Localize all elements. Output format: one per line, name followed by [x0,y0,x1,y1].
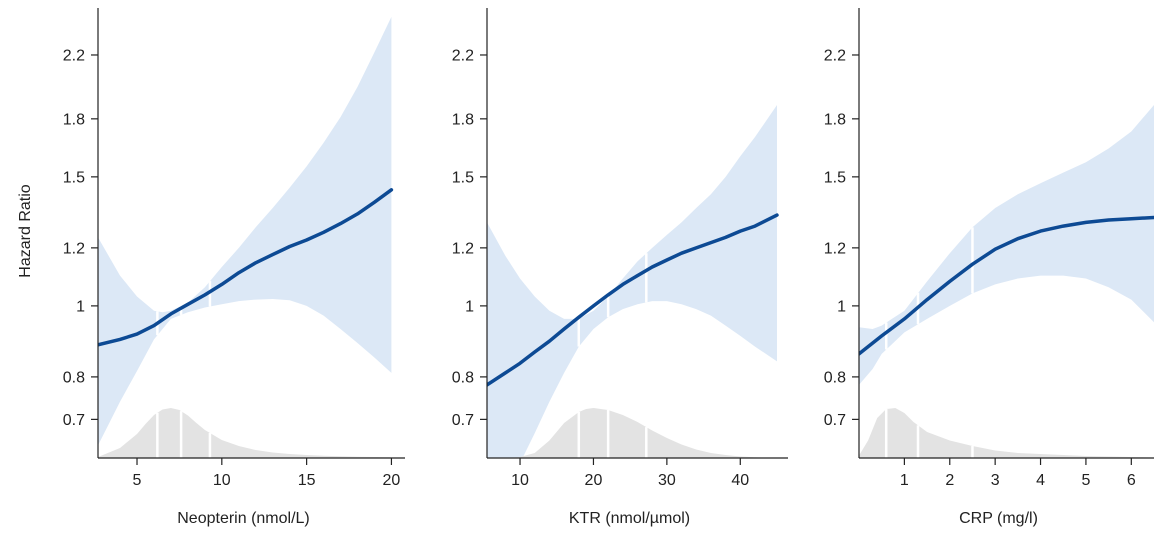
x-axis-title: Neopterin (nmol/L) [177,510,310,527]
x-tick-label: 10 [213,472,231,489]
x-tick-label: 20 [585,472,603,489]
y-tick-label: 1 [465,298,474,315]
y-tick-label: 2.2 [824,47,846,64]
panel-ktr: 0.7 0.8 1 1.2 1.5 1.8 2.2 10 20 30 40 KTR (nmol/µmo… [452,8,788,527]
y-tick-label: 1.5 [824,169,846,186]
y-tick-label: 0.7 [63,412,85,429]
hazard-ratio-curve [487,213,779,387]
x-tick-label: 30 [658,472,676,489]
x-tick-label: 5 [133,472,142,489]
x-tick-label: 3 [991,472,1000,489]
x-tick-label: 20 [383,472,401,489]
x-tick-label: 10 [511,472,529,489]
y-tick-label: 0.7 [824,412,846,429]
x-axis-title: KTR (nmol/µmol) [569,510,690,527]
hazard-ratio-curve [98,188,394,347]
confidence-band [487,105,777,458]
y-tick-label: 1.2 [452,240,474,257]
x-axis-title: CRP (mg/l) [959,510,1038,527]
panel-neopterin: 0.7 0.8 1 1.2 1.5 1.8 2.2 5 10 15 20 Neopterin (nmo… [63,8,405,527]
y-tick-label: 1.8 [63,111,85,128]
x-tick-label: 1 [900,472,909,489]
y-tick-label: 1.5 [452,169,474,186]
confidence-band [98,16,392,446]
y-tick-label: 2.2 [452,47,474,64]
y-tick-label: 1 [837,298,846,315]
density-area [98,408,392,458]
x-tick-label: 15 [298,472,316,489]
y-tick-label: 1.5 [63,169,85,186]
x-tick-label: 5 [1081,472,1090,489]
y-tick-label: 1.8 [824,111,846,128]
plot-area [98,16,394,458]
y-tick-label: 1 [76,298,85,315]
density-area [859,408,1154,458]
y-tick-label: 1.8 [452,111,474,128]
x-tick-label: 40 [731,472,749,489]
y-tick-label: 0.7 [452,412,474,429]
panel-crp: 0.7 0.8 1 1.2 1.5 1.8 2.2 1 2 3 4 5 6 CRP (mg/l) [824,8,1154,527]
plot-area [859,105,1154,458]
plot-area [487,105,779,458]
y-tick-label: 1.2 [824,240,846,257]
density-area [487,408,777,458]
x-tick-label: 2 [945,472,954,489]
hazard-ratio-curve [859,215,1154,356]
x-tick-label: 6 [1127,472,1136,489]
y-tick-label: 0.8 [452,369,474,386]
y-tick-label: 1.2 [63,240,85,257]
y-tick-label: 2.2 [63,47,85,64]
y-tick-label: 0.8 [824,369,846,386]
x-tick-label: 4 [1036,472,1045,489]
y-axis-title: Hazard Ratio [17,184,34,277]
y-tick-label: 0.8 [63,369,85,386]
